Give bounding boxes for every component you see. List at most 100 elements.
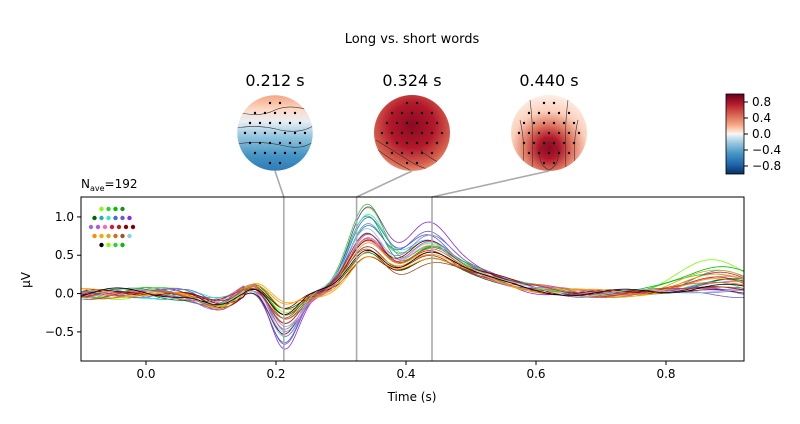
electrode-dot bbox=[253, 111, 257, 115]
electrode-dot bbox=[542, 161, 546, 165]
sensor-dot bbox=[113, 233, 118, 239]
electrode-dot bbox=[410, 131, 414, 135]
electrode-dot bbox=[268, 141, 272, 145]
electrode-dot bbox=[415, 121, 419, 125]
y-tick-label: 1.0 bbox=[55, 210, 74, 224]
electrode-dot bbox=[283, 111, 287, 115]
electrode-dot bbox=[263, 131, 267, 135]
colorbar-tick-label: 0.0 bbox=[752, 127, 771, 141]
electrode-dot bbox=[420, 151, 424, 155]
electrode-dot bbox=[562, 141, 566, 145]
sensor-dot bbox=[127, 233, 132, 239]
sensor-dot bbox=[88, 224, 94, 230]
electrode-dot bbox=[400, 151, 404, 155]
electrode-dot bbox=[400, 111, 404, 115]
electrode-dot bbox=[435, 121, 439, 125]
electrode-dot bbox=[400, 131, 404, 135]
sensor-dot bbox=[123, 224, 129, 230]
electrode-dot bbox=[542, 121, 546, 125]
figure-title: Long vs. short words bbox=[345, 32, 480, 47]
electrode-dot bbox=[557, 131, 561, 135]
electrode-dot bbox=[273, 111, 277, 115]
sensor-dot bbox=[120, 215, 125, 221]
electrode-dot bbox=[537, 111, 541, 115]
electrode-dot bbox=[532, 141, 536, 145]
electrode-dot bbox=[380, 131, 384, 135]
electrode-dot bbox=[420, 131, 424, 135]
channel-trace bbox=[81, 217, 744, 344]
electrode-dot bbox=[527, 111, 531, 115]
electrode-dot bbox=[420, 111, 424, 115]
electrode-dot bbox=[278, 121, 282, 125]
electrode-dot bbox=[283, 151, 287, 155]
sensor-dot bbox=[99, 206, 104, 212]
electrode-dot bbox=[542, 141, 546, 145]
channel-trace bbox=[81, 237, 744, 332]
sensor-dot bbox=[99, 242, 104, 248]
electrode-dot bbox=[410, 111, 414, 115]
electrode-dot bbox=[415, 101, 419, 105]
sensor-dot bbox=[130, 224, 136, 230]
topomap-connectors bbox=[274, 170, 550, 198]
electrode-dot bbox=[430, 131, 434, 135]
y-tick-label: 0.5 bbox=[55, 248, 74, 262]
sensor-dot bbox=[106, 233, 111, 239]
electrode-dot bbox=[395, 121, 399, 125]
electrode-dot bbox=[567, 111, 571, 115]
electrode-dot bbox=[552, 101, 556, 105]
electrode-dot bbox=[415, 141, 419, 145]
electrode-dot bbox=[405, 121, 409, 125]
sensor-dot bbox=[120, 242, 125, 248]
sensor-dot bbox=[113, 215, 118, 221]
electrode-dot bbox=[390, 111, 394, 115]
x-tick-label: 0.8 bbox=[656, 367, 675, 381]
electrode-dot bbox=[552, 121, 556, 125]
electrode-dot bbox=[405, 101, 409, 105]
electrode-dot bbox=[243, 131, 247, 135]
electrode-dot bbox=[577, 131, 581, 135]
channel-trace bbox=[81, 256, 744, 309]
electrode-dot bbox=[293, 111, 297, 115]
sensor-dot bbox=[116, 224, 122, 230]
electrode-dot bbox=[258, 121, 262, 125]
electrode-dot bbox=[268, 121, 272, 125]
electrode-dot bbox=[288, 141, 292, 145]
electrode-dot bbox=[263, 111, 267, 115]
electrode-dot bbox=[405, 141, 409, 145]
sensor-dot bbox=[106, 242, 111, 248]
electrode-dot bbox=[258, 141, 262, 145]
electrode-dot bbox=[547, 131, 551, 135]
channel-trace bbox=[81, 203, 744, 324]
sensor-dot bbox=[120, 233, 125, 239]
electrode-dot bbox=[253, 151, 257, 155]
electrode-dot bbox=[288, 121, 292, 125]
electrode-dot bbox=[405, 161, 409, 165]
electrode-dot bbox=[572, 141, 576, 145]
x-tick-label: 0.4 bbox=[396, 367, 415, 381]
sensor-dot bbox=[95, 224, 101, 230]
sensor-dot bbox=[106, 206, 111, 212]
electrode-dot bbox=[522, 141, 526, 145]
channel-trace bbox=[81, 225, 744, 345]
electrode-dot bbox=[268, 161, 272, 165]
electrode-dot bbox=[395, 141, 399, 145]
electrode-dot bbox=[527, 131, 531, 135]
colorbar: 0.8 0.4 0.0 −0.4 −0.8 bbox=[725, 93, 781, 175]
topomap-3 bbox=[511, 95, 587, 171]
electrode-dot bbox=[440, 131, 444, 135]
sensor-dot bbox=[120, 206, 125, 212]
electrode-dot bbox=[415, 161, 419, 165]
electrode-dot bbox=[385, 141, 389, 145]
electrode-dot bbox=[522, 121, 526, 125]
channel-trace bbox=[81, 228, 744, 333]
electrode-dot bbox=[278, 141, 282, 145]
x-tick-label: 0.2 bbox=[266, 367, 285, 381]
electrode-dot bbox=[283, 131, 287, 135]
sensor-dot bbox=[99, 215, 104, 221]
sensor-dot bbox=[102, 224, 108, 230]
x-tick-label: 0.0 bbox=[136, 367, 155, 381]
electrode-dot bbox=[303, 131, 307, 135]
electrode-dot bbox=[253, 131, 257, 135]
